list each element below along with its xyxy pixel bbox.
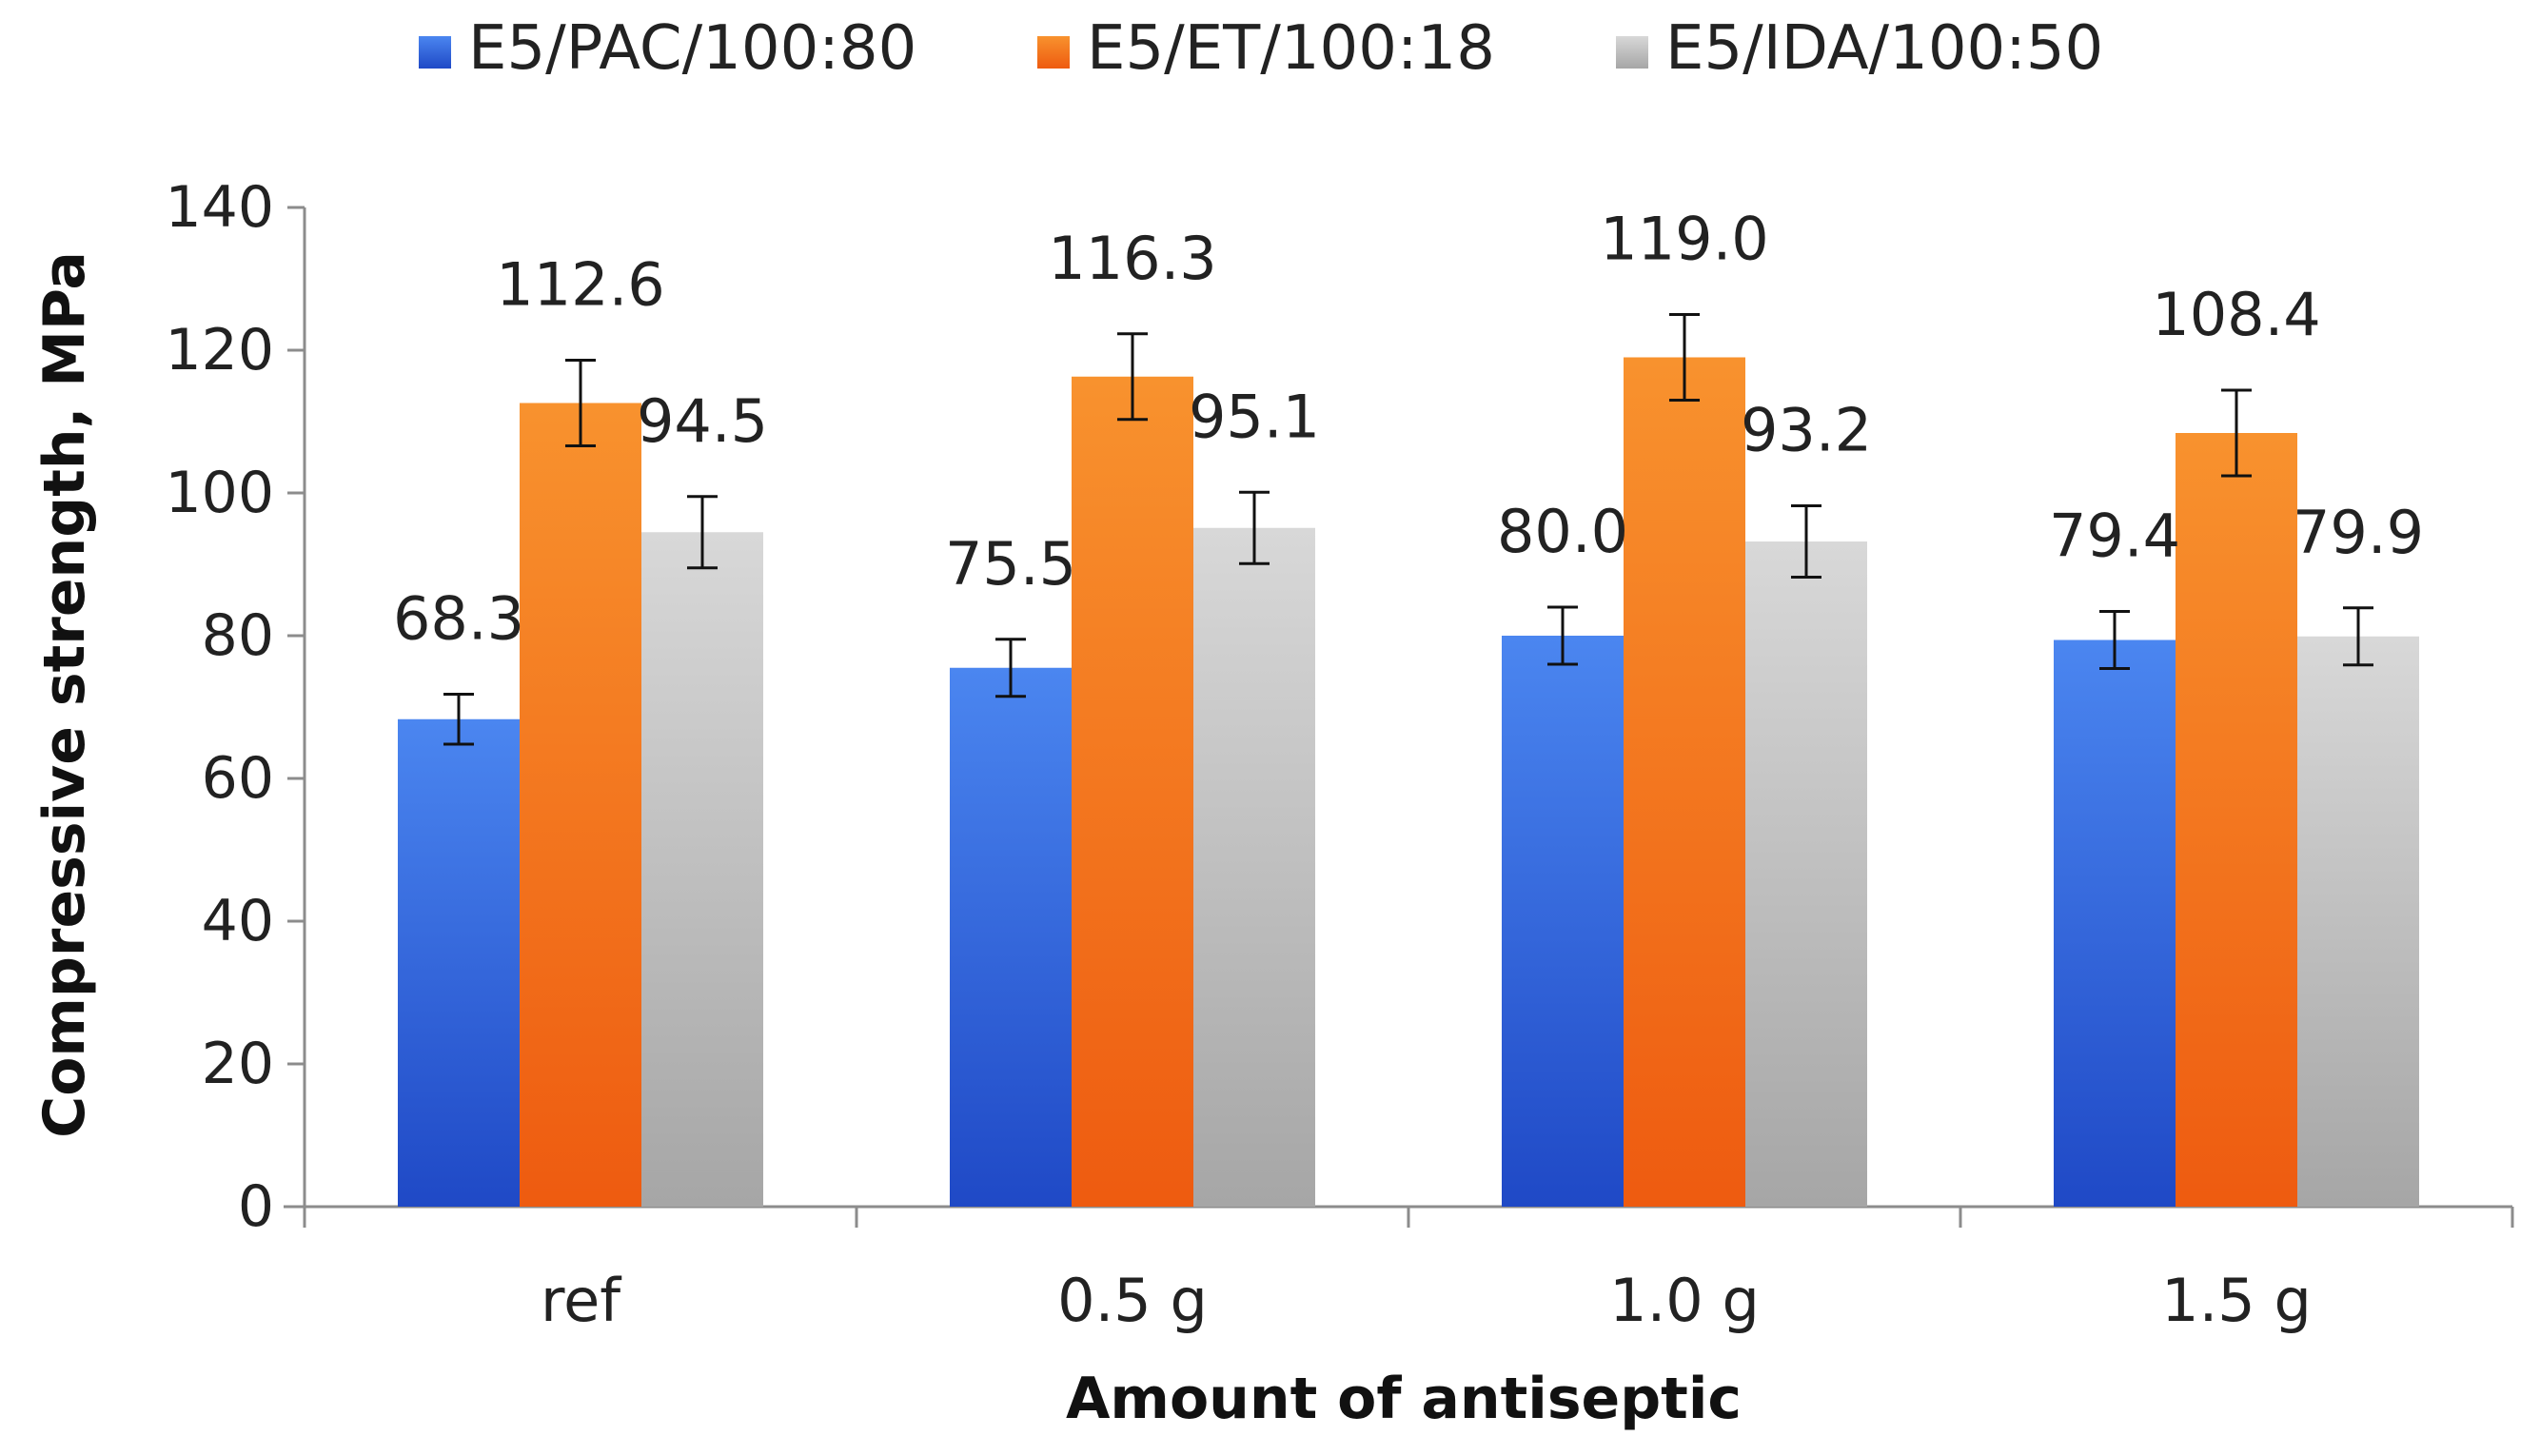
legend-swatch — [419, 36, 451, 69]
data-labels: 68.3 112.6 94.5 75.5 116.3 95.1 80.0 119.0 93.2 7… — [393, 205, 2424, 654]
y-tick-label: 40 — [202, 888, 274, 954]
legend-label: E5/ET/100:18 — [1087, 13, 1495, 84]
legend: E5/PAC/100:80 E5/ET/100:18 E5/IDA/100:50 — [419, 13, 2103, 84]
bar — [1624, 357, 1745, 1207]
bar — [1502, 636, 1624, 1207]
bar — [641, 532, 763, 1207]
data-label: 79.9 — [2293, 498, 2424, 567]
data-label: 112.6 — [496, 250, 665, 320]
axes: 0 20 40 60 80 100 120 140 ref 0.5 g 1.0 g 1.5 g — [165, 174, 2514, 1335]
bar — [2054, 639, 2176, 1207]
legend-swatch — [1616, 36, 1648, 69]
bar — [2297, 636, 2419, 1207]
data-label: 80.0 — [1497, 497, 1628, 566]
data-label: 116.3 — [1048, 224, 1217, 293]
legend-label: E5/PAC/100:80 — [468, 13, 916, 84]
y-tick-label: 0 — [238, 1173, 274, 1240]
bar — [1193, 527, 1315, 1207]
y-tick-label: 120 — [165, 317, 274, 384]
bar — [398, 718, 520, 1207]
data-label: 94.5 — [637, 386, 768, 456]
data-label: 95.1 — [1189, 382, 1320, 451]
bar — [2176, 433, 2297, 1207]
y-tick-label: 140 — [165, 174, 274, 241]
bar — [1745, 541, 1867, 1207]
data-label: 79.4 — [2049, 502, 2180, 571]
x-axis-title: Amount of antiseptic — [1066, 1366, 1742, 1432]
y-tick-label: 20 — [202, 1031, 274, 1097]
data-label: 108.4 — [2152, 280, 2321, 349]
data-label: 75.5 — [945, 529, 1076, 599]
y-tick-label: 80 — [202, 602, 274, 669]
bars — [398, 313, 2419, 1207]
y-axis-title: Compressive strength, MPa — [31, 251, 98, 1138]
bar — [950, 667, 1072, 1207]
x-category-label: 0.5 g — [1057, 1266, 1208, 1335]
x-category-label: 1.5 g — [2161, 1266, 2312, 1335]
data-label: 93.2 — [1741, 396, 1872, 465]
y-tick-label: 60 — [202, 745, 274, 812]
data-label: 119.0 — [1600, 205, 1769, 274]
legend-swatch — [1037, 36, 1070, 69]
legend-label: E5/IDA/100:50 — [1665, 13, 2103, 84]
y-tick-label: 100 — [165, 460, 274, 526]
bar — [520, 403, 641, 1207]
data-label: 68.3 — [393, 584, 524, 654]
bar — [1072, 376, 1193, 1207]
x-category-label: ref — [541, 1266, 622, 1335]
x-category-label: 1.0 g — [1609, 1266, 1760, 1335]
